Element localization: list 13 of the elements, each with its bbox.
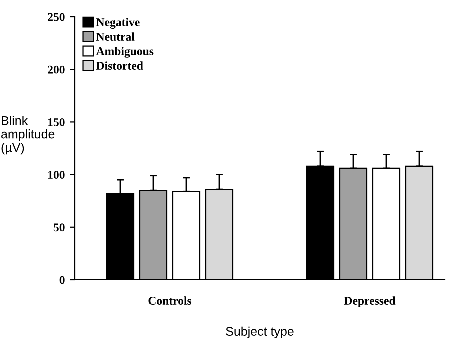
x-tick-label: Controls xyxy=(148,296,192,305)
y-tick-label: 150 xyxy=(48,118,65,126)
y-tick-label: 200 xyxy=(48,66,65,74)
legend-label: Neutral xyxy=(96,32,135,42)
legend-label: Negative xyxy=(96,18,140,29)
legend-label: Ambiguous xyxy=(96,47,154,58)
x-axis-title: Subject type xyxy=(226,326,294,338)
y-tick-label: 50 xyxy=(54,224,65,232)
y-tick-label: 250 xyxy=(48,13,65,22)
y-tick-label: 100 xyxy=(48,171,65,180)
y-tick-label: 0 xyxy=(60,276,65,284)
legend-label: Distorted xyxy=(96,62,144,70)
x-tick-label: Depressed xyxy=(344,296,396,308)
